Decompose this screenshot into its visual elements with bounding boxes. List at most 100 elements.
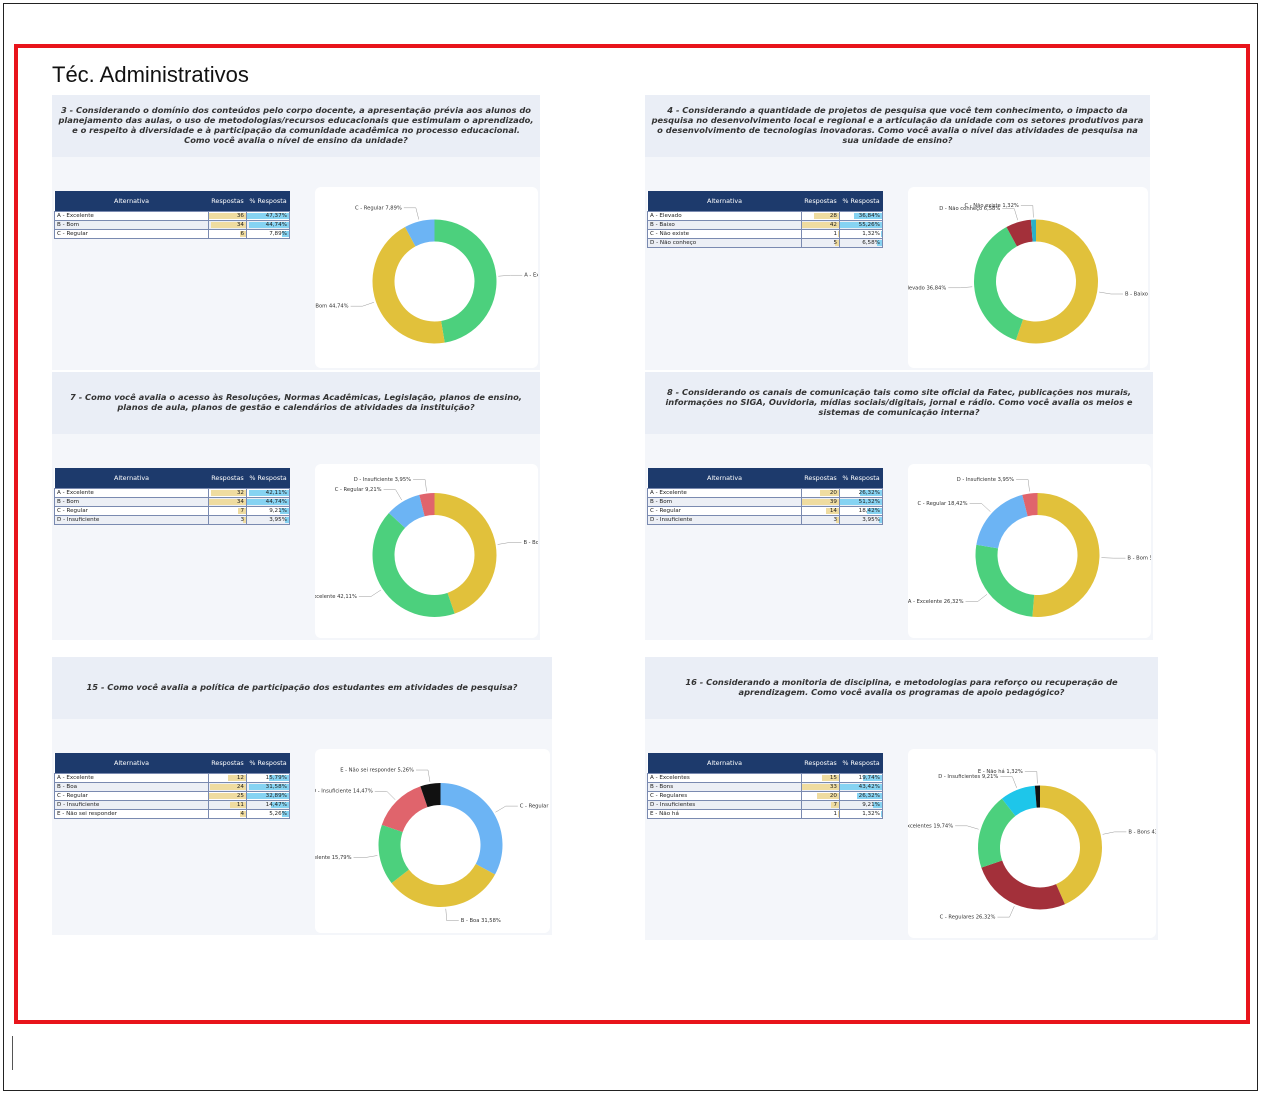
percent-bar (268, 775, 289, 781)
donut-label: A - Excelente 26,32% (908, 599, 964, 605)
leader-line (498, 274, 523, 277)
table-row: A - Excelente 32 42,11% (54, 488, 290, 498)
donut-segment (978, 798, 1016, 868)
percent-cell: 1,32% (839, 229, 883, 239)
alternative-label: E - Não há (647, 809, 802, 819)
percent-cell: 19,74% (839, 773, 883, 783)
leader-line (1000, 776, 1017, 788)
leader-line (403, 207, 420, 220)
alternative-label: A - Elevado (647, 211, 802, 221)
count-bar (209, 499, 246, 505)
text-cursor (12, 1036, 13, 1070)
donut-segment (1022, 493, 1038, 517)
chart-card: B - Baixo 55,26% A - Elevado 36,84% D - Nã… (895, 187, 1169, 368)
leader-line (1016, 479, 1030, 492)
column-header: % Resposta (839, 191, 883, 212)
donut-category: E - Não sei responder (340, 768, 396, 774)
donut-label: B - Baixo 55,26% (1125, 292, 1148, 298)
donut-value-label: 26,32% (944, 599, 964, 605)
donut-segment (388, 494, 425, 528)
column-header: Alternativa (647, 468, 802, 489)
alternative-label: A - Excelente (647, 488, 802, 498)
donut-value-label: 9,21% (982, 774, 999, 780)
donut-label: D - Insuficientes 9,21% (938, 774, 998, 780)
leader-line (358, 589, 382, 597)
table-row: B - Boa 24 31,58% (54, 782, 290, 792)
percent-value: 1,32% (862, 231, 880, 237)
table-row: C - Regular 25 32,89% (54, 791, 290, 801)
alternative-label: D - Insuficiente (54, 515, 209, 525)
question-text: 7 - Como você avalia o acesso às Resoluç… (52, 372, 540, 434)
survey-panel: 7 - Como você avalia o acesso às Resoluç… (52, 372, 565, 640)
results-table: Alternativa Respostas% Resposta A - Excele… (54, 468, 290, 525)
count-cell: 39 (801, 497, 840, 507)
donut-segment (378, 824, 409, 884)
alternative-label: B - Baixo (647, 220, 802, 230)
count-bar (816, 793, 839, 799)
table-row: E - Não há 1 1,32% (647, 809, 883, 819)
count-bar (820, 490, 839, 496)
percent-cell: 43,42% (839, 782, 883, 792)
donut-category: D - Insuficiente (354, 477, 393, 483)
table-row: B - Bom 39 51,32% (647, 497, 883, 507)
percent-value: 26,32% (858, 490, 880, 496)
alternative-label: D - Insuficiente (647, 515, 802, 525)
percent-bar (247, 793, 289, 799)
percent-cell: 32,89% (246, 791, 290, 801)
percent-bar (873, 802, 882, 808)
table-row: B - Bom 34 44,74% (54, 497, 290, 507)
donut-label: A - Elevado 36,84% (908, 285, 946, 291)
donut-category: C - Regular (355, 205, 385, 211)
count-cell: 20 (801, 488, 840, 498)
percent-cell: 47,37% (246, 211, 290, 221)
count-bar (802, 784, 839, 790)
count-value: 20 (829, 490, 837, 496)
percent-cell: 14,47% (246, 800, 290, 810)
count-cell: 7 (801, 800, 840, 810)
donut-segment (419, 493, 435, 517)
count-cell: 5 (801, 238, 840, 248)
count-cell: 1 (801, 809, 840, 819)
survey-panel: 16 - Considerando a monitoria de discipl… (645, 657, 1171, 940)
percent-value: 26,32% (858, 793, 880, 799)
table-row: C - Regular 14 18,42% (647, 506, 883, 516)
percent-bar (247, 213, 289, 219)
leader-line (415, 769, 431, 782)
table-row: C - Regular 6 7,89% (54, 229, 290, 239)
count-value: 1 (833, 231, 837, 237)
header-row: Alternativa Respostas% Resposta (647, 191, 883, 212)
donut-value-label: 15,79% (332, 855, 352, 861)
question-text: 15 - Como você avalia a política de part… (52, 657, 552, 719)
percent-cell: 3,95% (246, 515, 290, 525)
donut-label: A - Excelente 42,11% (315, 594, 357, 600)
count-value: 28 (829, 213, 837, 219)
highlight-frame (14, 44, 1250, 1024)
donut-value-label: 31,58% (481, 918, 501, 924)
count-bar (814, 213, 839, 219)
count-cell: 42 (801, 220, 840, 230)
donut-category: E - Não há (978, 768, 1005, 775)
donut-value-label: 14,47% (353, 789, 373, 795)
count-cell: 24 (208, 782, 247, 792)
alternative-label: D - Não conheço (647, 238, 802, 248)
count-cell: 12 (208, 773, 247, 783)
leader-line (948, 286, 973, 289)
percent-bar (270, 802, 289, 808)
donut-category: B - Bom (315, 304, 327, 310)
donut-chart: B - Bom 51,32% A - Excelente 26,32% C - Re… (908, 477, 1169, 617)
donut-category: C - Regular (335, 487, 365, 493)
count-cell: 20 (801, 791, 840, 801)
donut-category: C - Regular (917, 501, 947, 507)
chart-card: B - Bom 51,32% A - Excelente 26,32% C - Re… (908, 464, 1169, 638)
donut-label: D - Não conheço 6,58% (939, 206, 1000, 212)
donut-value-label: 6,58% (984, 206, 1001, 212)
percent-value: 14,47% (265, 802, 287, 808)
results-table: Alternativa Respostas% Resposta A - Excele… (54, 753, 290, 819)
count-bar (228, 775, 246, 781)
table-row: B - Baixo 42 55,26% (647, 220, 883, 230)
table-row: D - Insuficiente 3 3,95% (647, 515, 883, 525)
donut-value-label: 9,21% (365, 487, 382, 493)
count-bar (209, 213, 246, 219)
survey-panel: 8 - Considerando os canais de comunicaçã… (645, 372, 1169, 640)
donut-label: C - Regular 9,21% (335, 487, 382, 493)
